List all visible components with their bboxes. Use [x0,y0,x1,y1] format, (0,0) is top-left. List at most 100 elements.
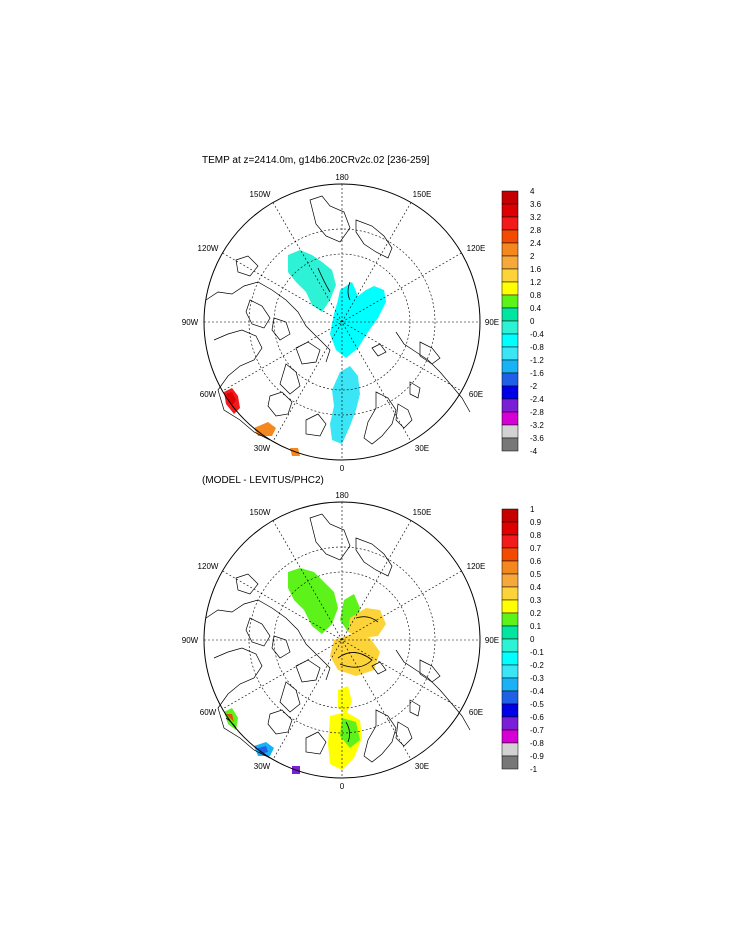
lon-label-120e: 120E [467,244,486,253]
colorbar-tick-label: 0.9 [530,518,542,527]
lon-label-60w: 60W [200,708,217,717]
colorbar-tick-label: -0.4 [530,687,544,696]
lon-label-30w: 30W [254,444,271,453]
colorbar-tick-label: -0.7 [530,726,544,735]
graticule [204,184,480,460]
colorbar-tick-label: 3.6 [530,200,542,209]
colorbar-tick-label: 1.6 [530,265,542,274]
colorbar: 4 3.6 3.2 2.8 2.4 2 1.6 1.2 0.8 0.4 0 -0.4 -0.8 -1.2 -… [501,187,544,456]
colorbar-swatch [501,534,519,549]
lon-label-30w: 30W [254,762,271,771]
map-boundary [203,501,481,779]
lon-label-150e: 150E [413,190,432,199]
polar-map: 180 150E 120E 90E 60E 30E 0 30W 60W 90W … [182,173,545,473]
colorbar-swatch [501,294,519,309]
lon-label-90e: 90E [485,636,499,645]
polar-map: 180 150E 120E 90E 60E 30E 0 30W 60W 90W … [182,491,545,791]
colorbar-swatch [501,508,519,523]
colorbar-tick-label: 2.8 [530,226,542,235]
coastlines [205,195,471,445]
colorbar-tick-label: 0 [530,317,535,326]
colorbar-swatch [501,216,519,231]
colorbar-swatch [501,268,519,283]
field-region [330,282,386,358]
colorbar-swatch [501,437,519,452]
lon-label-90w: 90W [182,636,199,645]
colorbar-tick-label: 0.7 [530,544,542,553]
colorbar-tick-label: 2 [530,252,535,261]
colorbar-swatch [501,703,519,718]
colorbar-swatch [501,599,519,614]
colorbar-tick-label: -0.2 [530,661,544,670]
colorbar-tick-label: 0.2 [530,609,542,618]
colorbar-swatch [501,547,519,562]
temperature-map-panel: TEMP at z=2414.0m, g14b6.20CRv2c.02 [236… [0,0,733,473]
colorbar-tick-label: -4 [530,447,538,456]
lon-label-0: 0 [340,464,345,473]
lon-label-90w: 90W [182,318,199,327]
field-region [226,392,236,406]
lon-label-30e: 30E [415,444,429,453]
colorbar-tick-label: 4 [530,187,535,196]
panel-title: TEMP at z=2414.0m, g14b6.20CRv2c.02 [236… [202,155,430,166]
colorbar-swatch [501,586,519,601]
colorbar-swatch [501,742,519,757]
colorbar-swatch [501,255,519,270]
colorbar-tick-label: 1 [530,505,535,514]
field-region [258,746,268,754]
colorbar-tick-label: 0.4 [530,583,542,592]
colorbar-tick-label: -0.5 [530,700,544,709]
lon-label-150w: 150W [250,508,271,517]
lon-label-180: 180 [335,173,349,182]
lon-label-0: 0 [340,782,345,791]
field-region [348,608,386,638]
field-region [330,366,360,444]
contour-line [337,652,373,668]
colorbar-tick-label: 0.6 [530,557,542,566]
colorbar-tick-label: -0.1 [530,648,544,657]
colorbar-swatch [501,612,519,627]
colorbar-tick-label: 0.4 [530,304,542,313]
colorbar-swatch [501,677,519,692]
lon-label-90e: 90E [485,318,499,327]
colorbar-tick-label: -3.6 [530,434,544,443]
colorbar-tick-label: 0.8 [530,531,542,540]
field-region [340,718,360,748]
colorbar-swatch [501,281,519,296]
longitude-labels: 180 150E 120E 90E 60E 30E 0 30W 60W 90W … [182,173,499,473]
colorbar-swatch [501,651,519,666]
lon-label-180: 180 [335,491,349,500]
colorbar-tick-label: 1.2 [530,278,542,287]
map-fields [224,568,386,774]
map-boundary [203,183,481,461]
colorbar-tick-label: -2.4 [530,395,544,404]
map-fields [224,250,386,456]
lon-label-120w: 120W [198,244,219,253]
field-region [288,250,336,312]
colorbar-tick-label: 0.8 [530,291,542,300]
contour-line [317,267,331,293]
colorbar-tick-label: 0.5 [530,570,542,579]
colorbar-tick-label: -0.8 [530,343,544,352]
contour-line [345,721,350,743]
colorbar-tick-label: -2.8 [530,408,544,417]
lon-label-30e: 30E [415,762,429,771]
field-region [338,686,352,714]
colorbar-tick-label: -3.2 [530,421,544,430]
colorbar-swatch [501,560,519,575]
colorbar-swatch [501,664,519,679]
colorbar-tick-label: 3.2 [530,213,542,222]
colorbar-tick-label: -1 [530,765,538,774]
colorbar-tick-label: -2 [530,382,538,391]
lon-label-150w: 150W [250,190,271,199]
colorbar-swatch [501,690,519,705]
colorbar: 1 0.9 0.8 0.7 0.6 0.5 0.4 0.3 0.2 0.1 0 -0.1 -0.2 -0.… [501,505,544,774]
lon-label-120e: 120E [467,562,486,571]
colorbar-tick-label: -0.4 [530,330,544,339]
colorbar-swatch [501,573,519,588]
colorbar-tick-label: -1.6 [530,369,544,378]
coastlines [205,513,471,763]
colorbar-tick-label: 0 [530,635,535,644]
difference-map-panel: (MODEL - LEVITUS/PHC2) [0,318,733,791]
colorbar-swatch [501,203,519,218]
